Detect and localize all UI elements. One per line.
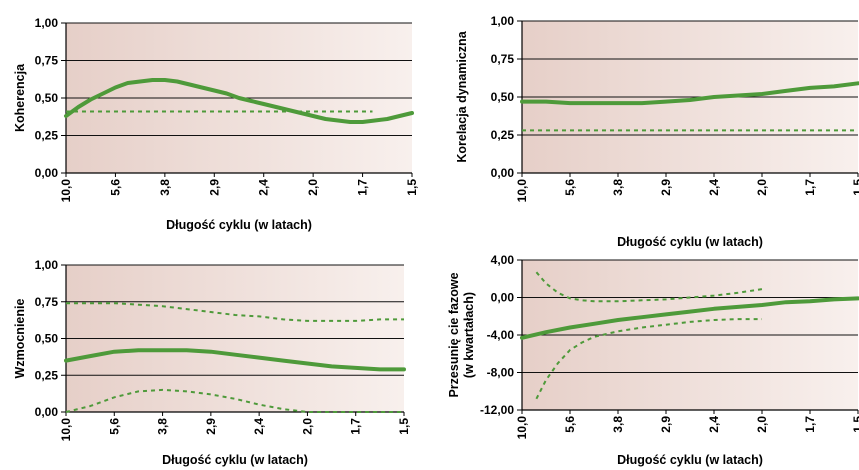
y-axis-label: Przesunię cie fazowe [447,272,461,397]
x-tick-label: 2,4 [257,179,271,196]
y-tick-label: 0,25 [491,128,515,142]
y-tick-label: 0,50 [491,90,515,104]
x-tick-label: 1,7 [356,179,370,196]
x-tick-label: 2,9 [659,416,673,433]
y-tick-label: 0,50 [35,332,59,346]
y-tick-label: 0,25 [35,368,59,382]
chart-panel-3: 0,00 0,25 0,50 0,75 1,00 10,0 5,6 3,8 2,9 2,4 2,0 1… [13,258,411,467]
x-tick-label: 10,0 [515,179,529,203]
x-axis-label: Długość cyklu (w latach) [617,453,763,467]
x-tick-label: 3,8 [158,179,172,196]
x-tick-label: 5,6 [563,416,577,433]
y-tick-label: 4,00 [491,253,515,267]
x-tick-label: 3,8 [611,416,625,433]
series-dashed-line [65,388,404,413]
x-axis-label: Długość cyklu (w latach) [162,453,308,467]
y-tick-label: -4,00 [487,328,515,342]
x-tick-label: 2,0 [306,179,320,196]
x-tick-label: 2,4 [707,179,721,196]
x-tick-label: 5,6 [563,179,577,196]
series-line [520,81,859,106]
y-tick-label: 0,00 [35,405,59,419]
y-tick-label: 0,00 [491,291,515,305]
y-tick-label: 0,75 [35,295,59,309]
y-axis-label: Wzmocnienie [13,299,27,379]
x-axis-label: Długość cyklu (w latach) [617,235,763,249]
x-tick-label: 2,4 [707,416,721,433]
y-axis-label: Koherencja [13,63,27,132]
x-tick-label: 5,6 [107,418,121,435]
x-tick-label: 1,5 [851,179,859,196]
x-tick-label: 2,9 [207,179,221,196]
x-axis-label: Długość cyklu (w latach) [166,218,312,232]
x-tick-label: 10,0 [515,416,529,440]
y-tick-label: 0,25 [35,129,59,143]
x-tick-label: 2,9 [659,179,673,196]
series-dashed-line [535,318,762,400]
x-tick-label: 10,0 [59,418,73,442]
x-tick-label: 1,5 [851,416,859,433]
y-tick-label: 0,50 [35,91,59,105]
x-tick-label: 5,6 [108,179,122,196]
y-tick-label: -12,00 [480,403,514,417]
y-tick-label: 0,75 [491,52,515,66]
chart-panel-2: 0,00 0,25 0,50 0,75 1,00 10,0 5,6 3,8 2,9 2,4 2,0 1… [455,14,859,249]
y-tick-label: -8,00 [487,366,515,380]
y-tick-label: 1,00 [35,16,59,30]
x-tick-label: 3,8 [156,418,170,435]
x-tick-label: 3,8 [611,179,625,196]
series-dashed-line [535,271,763,303]
y-tick-label: 0,00 [35,166,59,180]
y-axis-label: Korelacja dynamiczna [455,30,469,162]
x-tick-label: 2,0 [755,416,769,433]
x-tick-label: 1,7 [803,179,817,196]
series-line [64,348,406,372]
series-dashed-line [66,302,404,322]
chart-panel-4: -12,00 -8,00 -4,00 0,00 4,00 10,0 5,6 3,8 2,9 2,4… [447,253,859,467]
y-tick-label: 1,00 [491,14,515,28]
y-tick-label: 0,75 [35,54,59,68]
x-tick-label: 2,0 [755,179,769,196]
series-line [64,78,414,124]
x-tick-label: 2,0 [300,418,314,435]
x-tick-label: 1,7 [803,416,817,433]
y-tick-label: 1,00 [35,258,59,272]
y-tick-label: 0,00 [491,166,515,180]
y-axis-label-line-2: (w kwartałach) [462,292,476,378]
x-tick-label: 1,5 [405,179,419,196]
x-tick-label: 2,9 [204,418,218,435]
x-tick-label: 1,5 [397,418,411,435]
chart-panel-1: 0,00 0,25 0,50 0,75 1,00 10,0 5,6 3,8 2,9 2,4 2,0 1… [13,16,419,232]
x-tick-label: 10,0 [59,179,73,203]
series-line [520,296,859,340]
x-tick-label: 2,4 [252,418,266,435]
x-tick-label: 1,7 [349,418,363,435]
